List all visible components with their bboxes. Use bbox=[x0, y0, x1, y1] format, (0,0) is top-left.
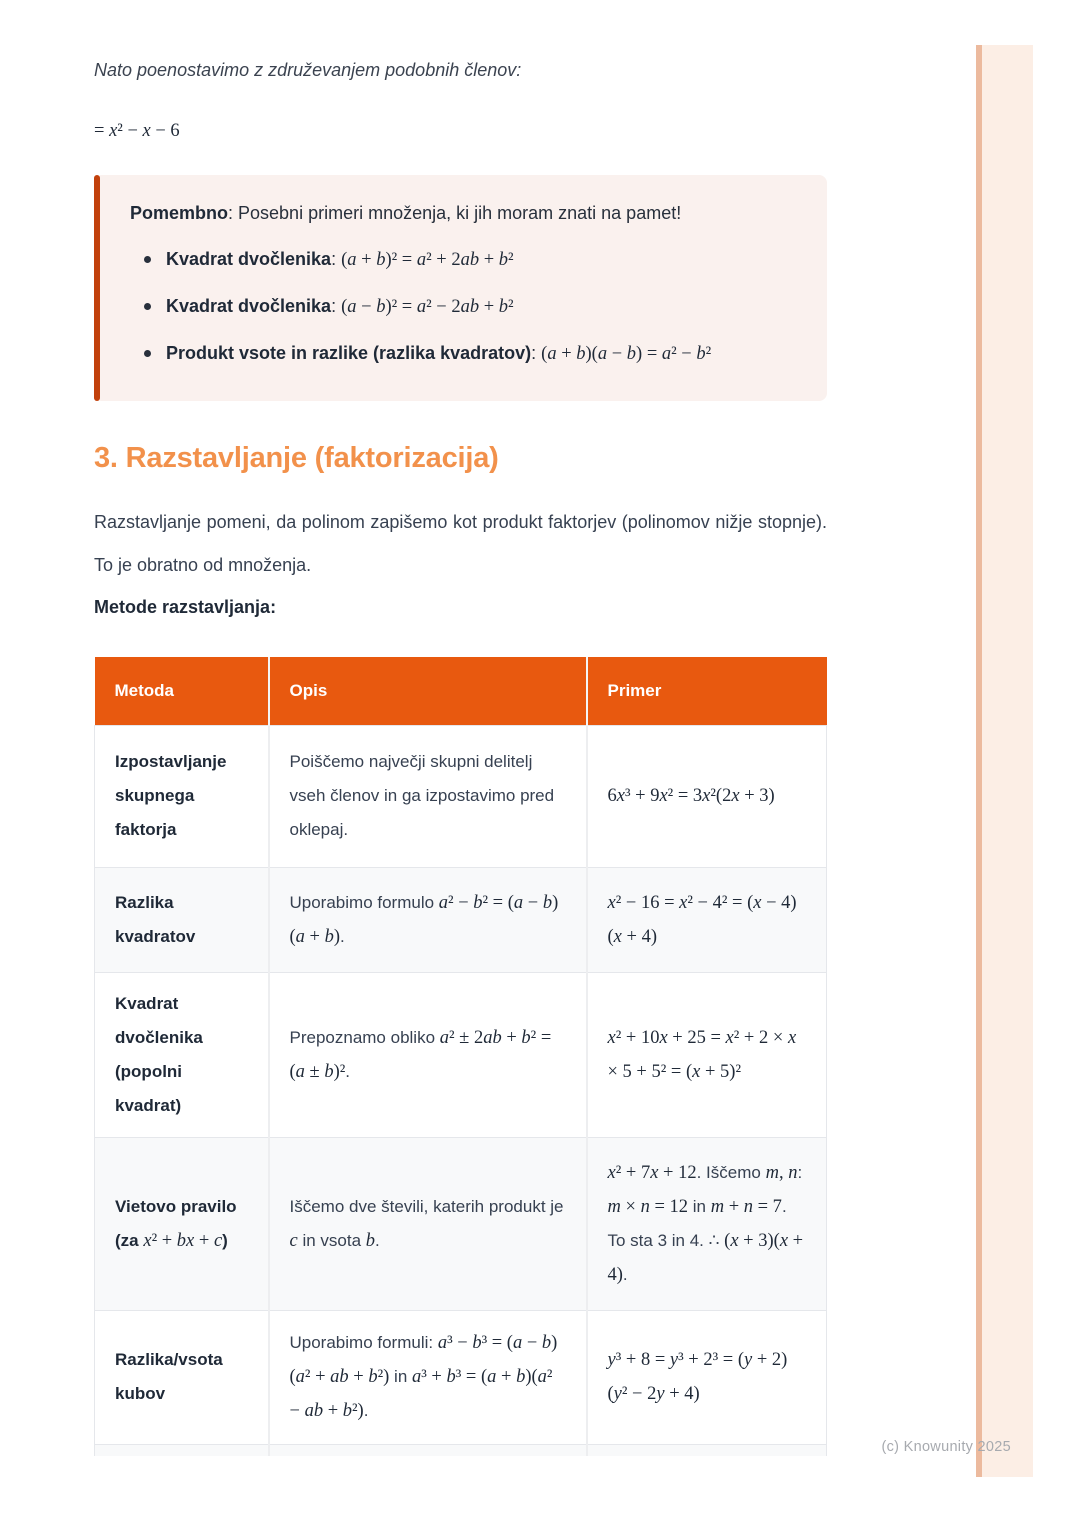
important-callout: Pomembno: Posebni primeri množenja, ki j… bbox=[94, 175, 827, 401]
table-row: Kvadrat dvočlenika (popolni kvadrat) Pre… bbox=[94, 971, 827, 1137]
cell-opis: Uporabimo formuli: a³ − b³ = (a − b)(a² … bbox=[268, 1309, 588, 1444]
intro-text: Nato poenostavimo z združevanjem podobni… bbox=[94, 60, 522, 80]
table-header-opis: Opis bbox=[268, 657, 588, 725]
methods-table-container: Metoda Opis Primer Izpostavljanje skupne… bbox=[94, 657, 827, 1456]
table-header-metoda: Metoda bbox=[94, 657, 270, 725]
methods-label: Metode razstavljanja: bbox=[94, 597, 277, 617]
table-row: Izpostavljanje skupnega faktorja Poiščem… bbox=[94, 724, 827, 867]
bullet-icon bbox=[144, 303, 151, 310]
cell-opis bbox=[268, 1443, 588, 1456]
table-row: Razlika kvadratov Uporabimo formulo a² −… bbox=[94, 866, 827, 972]
cell-metoda bbox=[94, 1443, 270, 1456]
watermark: (c) Knowunity 2025 bbox=[881, 1439, 1011, 1455]
math-equation: = x² − x − 6 bbox=[94, 121, 180, 141]
table-header-primer: Primer bbox=[586, 657, 827, 725]
table-row bbox=[94, 1443, 827, 1456]
document-content: Nato poenostavimo z združevanjem podobni… bbox=[94, 0, 827, 1456]
cell-primer: x² − 16 = x² − 4² = (x − 4)(x + 4) bbox=[586, 866, 827, 972]
cell-primer: 6x³ + 9x² = 3x²(2x + 3) bbox=[586, 724, 827, 867]
cell-primer: x² + 7x + 12. Iščemo m, n: m × n = 12 in… bbox=[586, 1136, 827, 1310]
table-row: Vietovo pravilo (za x² + bx + c) Iščemo … bbox=[94, 1136, 827, 1310]
cell-metoda: Razlika kvadratov bbox=[94, 866, 270, 972]
bullet-icon bbox=[144, 256, 151, 263]
cell-primer: y³ + 8 = y³ + 2³ = (y + 2)(y² − 2y + 4) bbox=[586, 1309, 827, 1444]
methods-table: Metoda Opis Primer Izpostavljanje skupne… bbox=[94, 657, 827, 1456]
callout-accent-bar bbox=[94, 175, 100, 401]
section-heading: 3. Razstavljanje (faktorizacija) bbox=[94, 442, 499, 474]
section-paragraph: Razstavljanje pomeni, da polinom zapišem… bbox=[94, 512, 827, 575]
table-row: Razlika/vsota kubov Uporabimo formuli: a… bbox=[94, 1309, 827, 1444]
cell-opis: Poiščemo največji skupni delitelj vseh č… bbox=[268, 724, 588, 867]
callout-title: Pomembno: Posebni primeri množenja, ki j… bbox=[130, 203, 682, 223]
cell-metoda: Razlika/vsota kubov bbox=[94, 1309, 270, 1444]
cell-metoda: Izpostavljanje skupnega faktorja bbox=[94, 724, 270, 867]
cell-opis: Iščemo dve števili, katerih produkt je c… bbox=[268, 1136, 588, 1310]
page-edge-stripe bbox=[976, 45, 1033, 1477]
cell-primer bbox=[586, 1443, 827, 1456]
cell-opis: Prepoznamo obliko a² ± 2ab + b² = (a ± b… bbox=[268, 971, 588, 1137]
callout-list: Kvadrat dvočlenika: (a + b)² = a² + 2ab … bbox=[144, 247, 793, 367]
cell-metoda: Vietovo pravilo (za x² + bx + c) bbox=[94, 1136, 270, 1310]
bullet-icon bbox=[144, 350, 151, 357]
cell-metoda: Kvadrat dvočlenika (popolni kvadrat) bbox=[94, 971, 270, 1137]
callout-item: Produkt vsote in razlike (razlika kvadra… bbox=[144, 341, 793, 367]
cell-opis: Uporabimo formulo a² − b² = (a − b)(a + … bbox=[268, 866, 588, 972]
callout-item: Kvadrat dvočlenika: (a + b)² = a² + 2ab … bbox=[144, 247, 793, 273]
table-header-row: Metoda Opis Primer bbox=[94, 657, 827, 725]
callout-item: Kvadrat dvočlenika: (a − b)² = a² − 2ab … bbox=[144, 294, 793, 320]
cell-primer: x² + 10x + 25 = x² + 2 × x × 5 + 5² = (x… bbox=[586, 971, 827, 1137]
